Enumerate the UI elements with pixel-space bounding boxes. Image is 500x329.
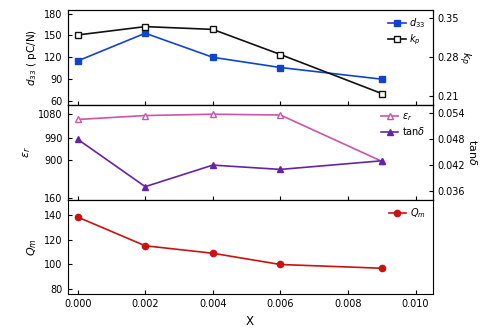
$k_p$ (379, 91, 385, 95)
Y-axis label: $k_p$: $k_p$ (456, 51, 473, 64)
X-axis label: X: X (246, 315, 254, 328)
tan$\delta$ (142, 185, 148, 189)
Legend: $Q_m$: $Q_m$ (386, 204, 428, 222)
Line: $Q_m$: $Q_m$ (74, 214, 385, 271)
$Q_m$ (142, 244, 148, 248)
$\varepsilon_r$ (379, 159, 385, 163)
Y-axis label: tan$\delta$: tan$\delta$ (467, 139, 479, 165)
Y-axis label: $d_{33}$ ( pC/N): $d_{33}$ ( pC/N) (24, 29, 38, 86)
$k_p$ (278, 53, 283, 57)
$d_{33}$ (210, 55, 216, 59)
$k_p$ (210, 27, 216, 31)
Y-axis label: $\varepsilon_r$: $\varepsilon_r$ (21, 146, 32, 158)
Y-axis label: $Q_m$: $Q_m$ (25, 238, 38, 256)
Line: $\varepsilon_r$: $\varepsilon_r$ (74, 111, 385, 164)
$\varepsilon_r$ (210, 112, 216, 116)
$Q_m$ (278, 263, 283, 266)
$d_{33}$ (142, 31, 148, 35)
tan$\delta$ (278, 167, 283, 171)
Legend: $d_{33}$, $k_p$: $d_{33}$, $k_p$ (386, 15, 428, 49)
$k_p$ (142, 25, 148, 29)
$d_{33}$ (278, 65, 283, 69)
Line: $d_{33}$: $d_{33}$ (74, 30, 385, 82)
$Q_m$ (210, 251, 216, 255)
Line: $k_p$: $k_p$ (74, 23, 385, 97)
tan$\delta$ (379, 159, 385, 163)
$d_{33}$ (379, 77, 385, 81)
$Q_m$ (379, 266, 385, 270)
$d_{33}$ (74, 59, 80, 63)
$\varepsilon_r$ (74, 117, 80, 121)
$\varepsilon_r$ (142, 114, 148, 117)
Line: tan$\delta$: tan$\delta$ (74, 136, 385, 190)
tan$\delta$ (74, 137, 80, 141)
$k_p$ (74, 33, 80, 37)
$\varepsilon_r$ (278, 113, 283, 117)
tan$\delta$ (210, 163, 216, 167)
$Q_m$ (74, 215, 80, 219)
Legend: $\varepsilon_r$, tan$\delta$: $\varepsilon_r$, tan$\delta$ (379, 110, 428, 139)
